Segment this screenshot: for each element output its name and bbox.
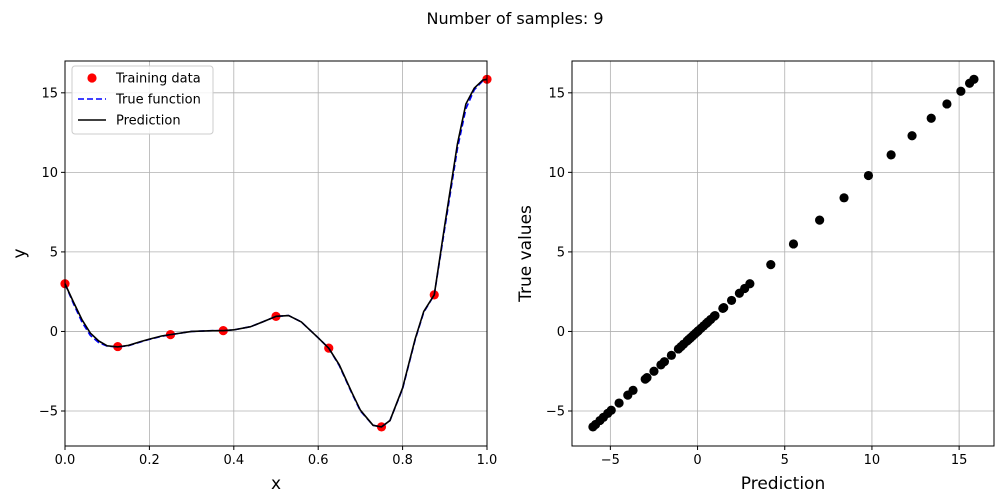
y-tick-label: 15 <box>41 86 58 101</box>
x-tick-label: 1.0 <box>477 453 498 468</box>
x-tick-label: 0 <box>693 453 701 468</box>
data-point <box>666 350 676 360</box>
data-point <box>649 366 659 376</box>
data-point <box>942 99 952 109</box>
x-tick-label: 15 <box>951 453 968 468</box>
x-tick-label: −5 <box>601 453 620 468</box>
figure-suptitle: Number of samples: 9 <box>426 9 603 28</box>
y-tick-label: −5 <box>39 405 58 420</box>
x-axis-label: x <box>271 474 281 494</box>
y-axis-label: True values <box>516 205 536 303</box>
data-point <box>606 405 616 415</box>
left-chart: 0.0 0.2 0.4 0.6 0.8 1.0 −5 0 5 10 15 x y Training dat… <box>10 60 498 494</box>
x-tick-label: 0.8 <box>392 453 413 468</box>
y-tick-label: 10 <box>548 166 565 181</box>
x-tick-label: 0.0 <box>55 453 76 468</box>
x-tick-label: 0.2 <box>139 453 160 468</box>
data-point <box>745 279 755 289</box>
data-point <box>863 170 874 181</box>
y-tick-label: 5 <box>557 245 565 260</box>
legend-label: Training data <box>115 72 201 87</box>
data-point <box>726 295 737 306</box>
x-tick-label: 0.6 <box>308 453 329 468</box>
data-point <box>766 260 776 270</box>
data-point <box>788 239 799 249</box>
axes-frame <box>571 60 995 447</box>
legend-marker-training-data <box>87 73 97 83</box>
data-point <box>969 74 979 84</box>
y-tick-label: 10 <box>41 166 58 181</box>
data-point <box>956 86 966 96</box>
legend-box <box>71 65 214 135</box>
axes-frame <box>64 60 488 447</box>
data-point <box>886 150 896 160</box>
x-tick-label: 0.4 <box>223 453 244 468</box>
data-point <box>926 113 936 123</box>
data-point <box>907 131 917 141</box>
legend-label: Prediction <box>116 114 181 129</box>
y-axis-label: y <box>10 248 30 258</box>
prediction-line <box>64 78 488 428</box>
x-tick-label: 10 <box>864 453 881 468</box>
legend-label: True function <box>115 93 201 108</box>
x-tick-label: 5 <box>781 453 789 468</box>
data-point <box>710 310 720 321</box>
data-point <box>614 398 624 408</box>
data-point <box>815 215 825 225</box>
y-tick-label: 15 <box>548 86 565 101</box>
x-axis-label: Prediction <box>741 474 825 494</box>
right-chart: −5 0 5 10 15 −5 0 5 10 15 Prediction True values <box>516 60 995 494</box>
data-point <box>659 357 670 367</box>
y-tick-label: 0 <box>50 325 58 340</box>
data-point <box>719 302 729 313</box>
data-point <box>628 385 638 395</box>
y-tick-label: 0 <box>557 325 565 340</box>
data-point <box>839 193 849 203</box>
legend: Training data True function Prediction <box>71 65 214 135</box>
y-tick-label: −5 <box>546 405 565 420</box>
data-point <box>642 372 652 383</box>
y-tick-label: 5 <box>50 245 58 260</box>
